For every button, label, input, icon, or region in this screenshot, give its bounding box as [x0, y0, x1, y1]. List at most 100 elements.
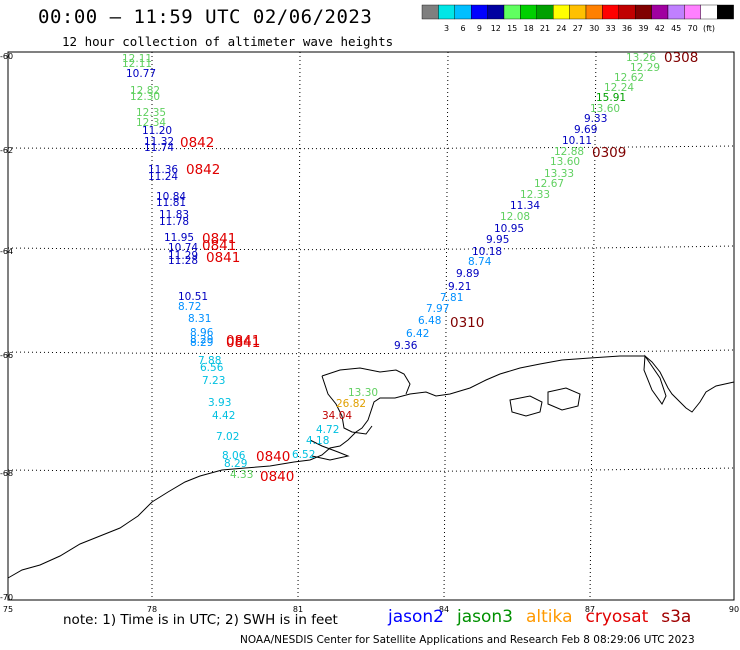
wave-height-label: 12.62	[614, 72, 644, 84]
island-a	[509, 395, 543, 417]
satellite-s3a: s3a	[661, 607, 692, 627]
scale-swatch	[569, 4, 587, 20]
island-b	[547, 387, 581, 411]
scale-swatch	[471, 4, 488, 20]
lon-tick-label: 87	[585, 605, 595, 614]
latitude-labels: -60 -62 -64 -66 -68 -70	[0, 52, 13, 602]
satellite-altika: altika	[526, 607, 573, 627]
wave-height-label: 11.20	[142, 125, 172, 137]
wave-height-label: 10.18	[472, 246, 502, 258]
wave-height-label: 8.06	[222, 450, 246, 462]
wave-height-label: 10.74	[168, 242, 198, 254]
wave-height-label: 11.36	[148, 164, 178, 176]
lat-tick-label: -62	[0, 146, 13, 155]
wave-height-label: 12.24	[604, 82, 634, 94]
longitude-labels: 75 78 81 84 87 90	[3, 605, 739, 614]
scale-swatch	[717, 4, 734, 20]
wave-height-label: 12.82	[130, 85, 160, 97]
wave-height-label: 4.72	[316, 424, 339, 436]
scale-label: (ft)	[703, 24, 715, 33]
wave-height-label: 34.04	[322, 410, 352, 422]
lat-tick-label: -64	[0, 247, 13, 256]
wave-height-label: 12.35	[136, 107, 166, 119]
wave-height-label: 9.21	[448, 281, 471, 293]
peninsula	[321, 375, 373, 435]
scale-label: 30	[589, 24, 599, 33]
pass-time-label: 0841	[202, 231, 236, 247]
wave-height-label: 8.29	[190, 334, 213, 346]
pass-time-label: 0841	[202, 238, 236, 254]
footer-credit: NOAA/NESDIS Center for Satellite Applica…	[240, 634, 695, 646]
scale-label: 42	[655, 24, 665, 33]
wave-height-label: 10.84	[156, 191, 186, 203]
scale-label: 36	[622, 24, 632, 33]
wave-height-label: 10.51	[178, 291, 208, 303]
lon-tick-label: 75	[3, 605, 13, 614]
satellite-jason3: jason3	[457, 607, 513, 627]
scale-swatch	[503, 4, 521, 20]
pass-time-label: 0309	[592, 145, 626, 161]
scale-swatch	[487, 4, 505, 20]
scale-swatch	[651, 4, 669, 20]
wave-height-label: 11.24	[148, 171, 178, 183]
glacier-tongue	[643, 354, 667, 405]
satellite-jason2: jason2	[388, 607, 444, 627]
footer-note: note: 1) Time is in UTC; 2) SWH is in fe…	[63, 612, 338, 628]
wave-height-label: 9.33	[584, 113, 607, 125]
wave-height-label: 6.52	[292, 449, 315, 461]
wave-height-label: 12.67	[534, 178, 564, 190]
wave-height-label: 8.29	[224, 458, 247, 470]
scale-label: 18	[524, 24, 534, 33]
parallel-64	[7, 245, 735, 251]
scale-label: 45	[671, 24, 681, 33]
wave-height-label: 12.33	[520, 189, 550, 201]
pass-time-label: 0308	[664, 50, 698, 66]
meridian-81	[297, 51, 301, 601]
pass-time-label: 0840	[260, 469, 294, 485]
wave-height-label: 12.08	[500, 211, 530, 223]
wave-height-label: 11.83	[159, 209, 189, 221]
wave-height-label: 10.77	[126, 68, 156, 80]
scale-label: 21	[540, 24, 550, 33]
pass-time-label: 0840	[256, 449, 290, 465]
inlet	[309, 439, 350, 461]
scale-swatch	[635, 4, 652, 20]
color-scale: 3 6 9 12 15 18 21 24 27 30 33 36 39 42 45 70 (ft)	[421, 4, 734, 33]
wave-height-label: 15.91	[596, 92, 626, 104]
wave-height-label: 12.11	[122, 53, 152, 65]
wave-height-label: 8.74	[468, 256, 492, 268]
pass-time-label: 0841	[206, 250, 240, 266]
wave-height-label: 8.72	[178, 301, 201, 313]
wave-height-label: 6.48	[418, 315, 441, 327]
wave-height-label: 13.60	[590, 103, 620, 115]
parallel-68	[7, 467, 735, 473]
lat-tick-label: -68	[0, 469, 13, 478]
scale-swatch	[684, 4, 702, 20]
wave-height-label: 9.69	[574, 124, 597, 136]
page-title: 00:00 – 11:59 UTC 02/06/2023	[38, 6, 373, 28]
wave-height-label: 11.74	[144, 142, 174, 154]
wave-height-label: 26.82	[336, 398, 366, 410]
scale-swatch	[438, 4, 455, 20]
wave-height-label: 11.81	[156, 197, 186, 209]
scale-swatch	[520, 4, 538, 20]
scale-label: 6	[460, 24, 465, 33]
scale-label: 27	[573, 24, 583, 33]
scale-label: 15	[507, 24, 517, 33]
pass-time-label: 0310	[450, 315, 484, 331]
wave-height-label: 12.11	[122, 58, 152, 70]
wave-height-label: 6.56	[200, 362, 224, 374]
scale-swatch	[618, 4, 636, 20]
wave-height-label: 7.97	[426, 303, 449, 315]
wave-height-label: 4.18	[306, 435, 329, 447]
wave-height-label: 10.11	[562, 135, 592, 147]
pass-time-label: 0841	[226, 333, 260, 349]
lat-tick-label: -66	[0, 351, 13, 360]
wave-height-label: 9.95	[486, 234, 509, 246]
wave-height-label: 3.93	[208, 397, 231, 409]
scale-swatch	[553, 4, 570, 20]
wave-height-label: 7.88	[198, 355, 221, 367]
wave-height-label: 9.36	[394, 340, 418, 352]
wave-height-label: 9.89	[456, 268, 479, 280]
scale-swatch	[421, 4, 439, 20]
